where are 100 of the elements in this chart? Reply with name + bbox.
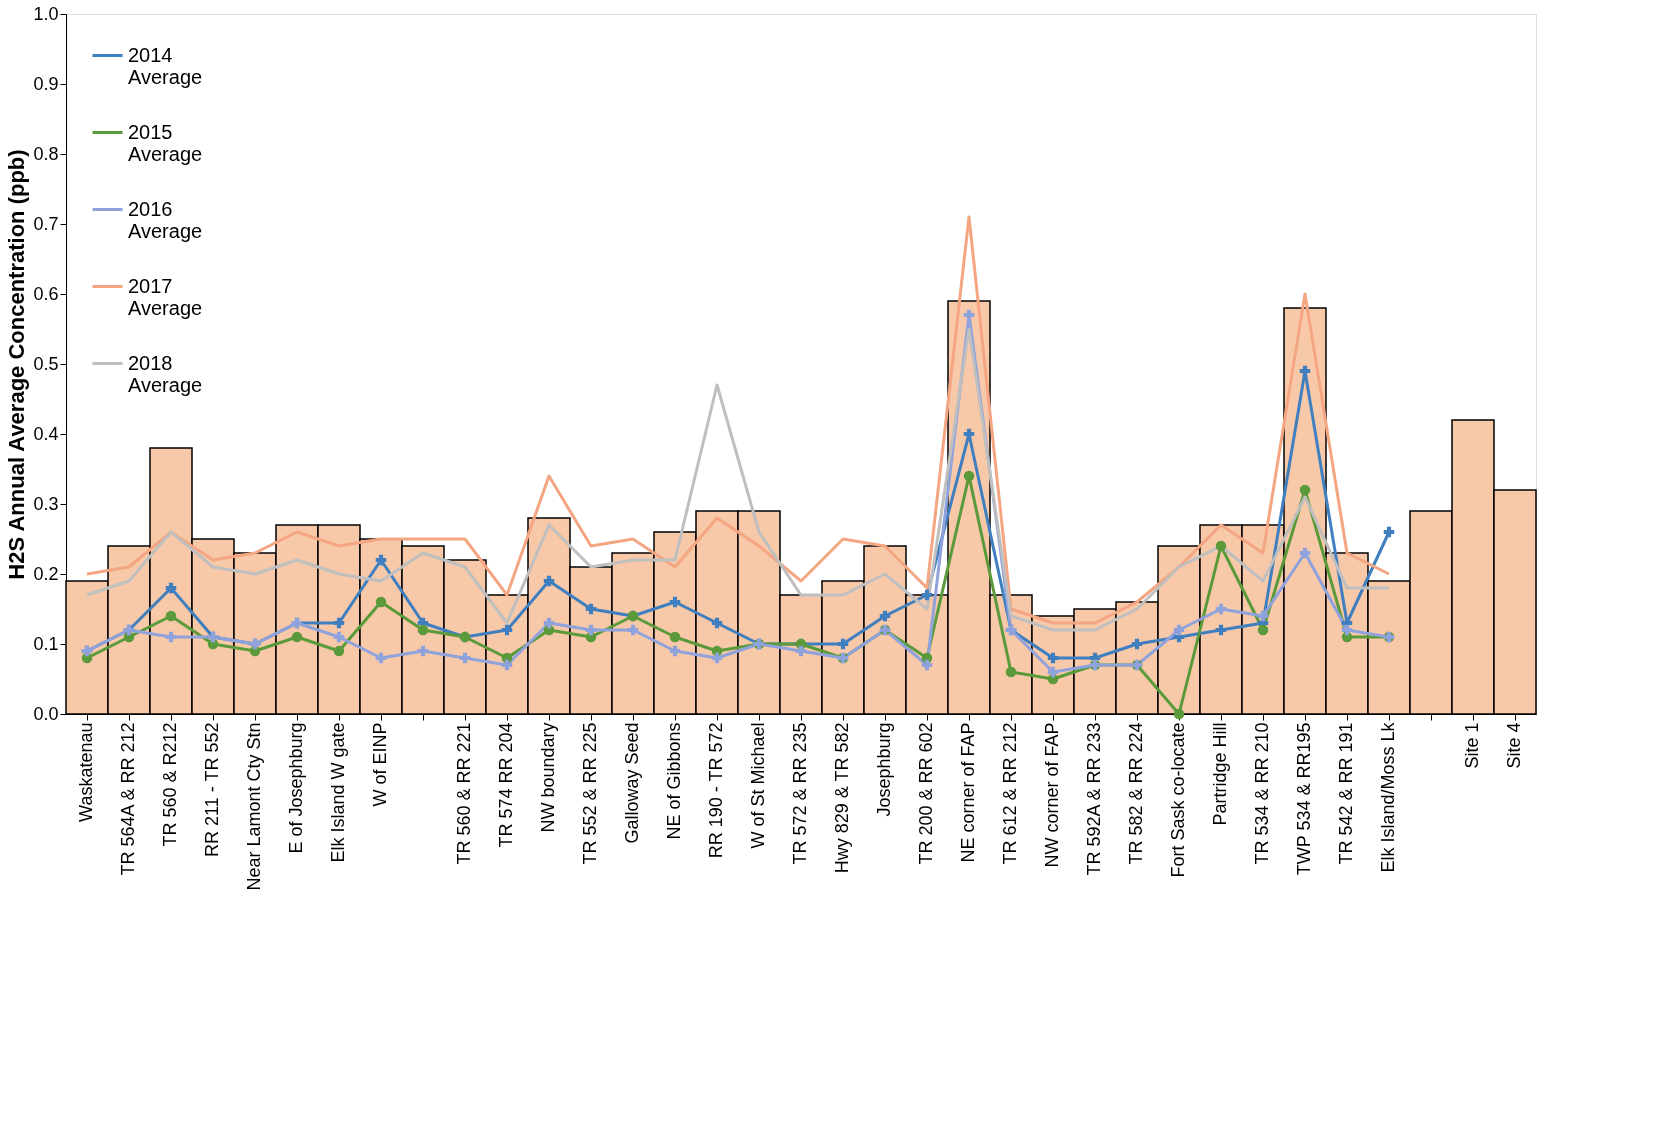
point (165, 610, 177, 622)
point (375, 596, 387, 608)
x-tick-label: TWP 534 & RR195 (1294, 722, 1314, 876)
point (1005, 666, 1017, 678)
x-tick-label: TR 612 & RR 212 (1000, 722, 1020, 865)
point (417, 645, 429, 657)
point (417, 624, 429, 636)
x-tick-label: TR 592A & RR 233 (1084, 722, 1104, 876)
point (1131, 638, 1143, 650)
point (837, 638, 849, 650)
x-tick-label: Hwy 829 & TR 582 (832, 722, 852, 874)
legend-label: 2017 Average (128, 274, 203, 319)
point (963, 470, 975, 482)
point (543, 575, 555, 587)
point (1257, 610, 1269, 622)
point (375, 652, 387, 664)
point (1257, 624, 1269, 636)
point (1383, 526, 1395, 538)
point (711, 617, 723, 629)
x-tick-label: TR 560 & R212 (160, 722, 180, 847)
point (501, 624, 513, 636)
point (963, 309, 975, 321)
y-tick-label: 0.2 (33, 563, 59, 584)
point (291, 631, 303, 643)
y-tick-label: 0.4 (33, 423, 59, 444)
point (963, 428, 975, 440)
point (879, 610, 891, 622)
x-tick-label: TR 200 & RR 602 (916, 722, 936, 865)
legend-label: 2014 Average (128, 43, 203, 88)
x-tick-label: NW boundary (538, 722, 558, 833)
x-tick-label: Site 4 (1504, 722, 1524, 769)
x-tick-label: Josephburg (874, 722, 894, 817)
x-tick-label: Partridge Hill (1210, 722, 1230, 826)
x-tick-label: TR 564A & RR 212 (118, 722, 138, 876)
line-series (85, 215, 1391, 625)
point (1299, 365, 1311, 377)
point (165, 631, 177, 643)
y-tick-label: 1.0 (33, 3, 59, 24)
point (585, 624, 597, 636)
x-tick-label: TR 582 & RR 224 (1126, 722, 1146, 865)
point (1173, 708, 1185, 720)
x-tick-label: TR 572 & RR 235 (790, 722, 810, 865)
point (669, 645, 681, 657)
point (627, 624, 639, 636)
y-tick-label: 0.6 (33, 283, 59, 304)
legend-label: 2016 Average (128, 197, 203, 242)
x-tick-label: NE of Gibbons (664, 722, 684, 840)
y-tick-label: 0.3 (33, 493, 59, 514)
point (669, 596, 681, 608)
point (333, 617, 345, 629)
point (585, 603, 597, 615)
point (333, 645, 345, 657)
y-tick-label: 0.7 (33, 213, 59, 234)
point (711, 652, 723, 664)
x-tick-label: NW corner of FAP (1042, 722, 1062, 868)
point (501, 659, 513, 671)
point (1047, 666, 1059, 678)
x-tick-label: TR 542 & RR 191 (1336, 722, 1356, 865)
y-axis-title: H2S Annual Average Concentration (ppb) (4, 149, 30, 580)
y-tick-label: 0.9 (33, 73, 59, 94)
point (1299, 484, 1311, 496)
x-tick-label: Waskatenau (76, 722, 96, 822)
x-tick-label: Site 1 (1462, 722, 1482, 769)
point (795, 645, 807, 657)
y-tick-label: 0.5 (33, 353, 59, 374)
x-tick-label: Galloway Seed (622, 722, 642, 844)
x-tick-label: RR 211 - TR 552 (202, 722, 222, 857)
x-tick-label: W of St Michael (748, 722, 768, 849)
point (333, 631, 345, 643)
x-tick-label: RR 190 - TR 572 (706, 722, 726, 859)
point (375, 554, 387, 566)
x-tick-label: W of EINP (370, 722, 390, 807)
point (1299, 547, 1311, 559)
point (1215, 603, 1227, 615)
point (165, 582, 177, 594)
x-tick-label: Near Lamont Cty Stn (244, 722, 264, 891)
x-tick-label: TR 574 RR 204 (496, 722, 516, 848)
x-tick-label: Fort Sask co-locate (1168, 722, 1188, 878)
point (1215, 624, 1227, 636)
point (1341, 624, 1353, 636)
y-tick-label: 0.1 (33, 633, 59, 654)
x-tick-label: TR 534 & RR 210 (1252, 722, 1272, 865)
x-tick-label: Elk Island W gate (328, 722, 348, 863)
legend-label: 2015 Average (128, 120, 203, 165)
x-tick-label: TR 552 & RR 225 (580, 722, 600, 865)
x-tick-label: TR 560 & RR 221 (454, 722, 474, 865)
y-tick-label: 0.8 (33, 143, 59, 164)
point (1215, 540, 1227, 552)
point (921, 589, 933, 601)
legend-label: 2018 Average (128, 351, 203, 396)
x-tick-label: NE corner of FAP (958, 722, 978, 863)
point (459, 652, 471, 664)
point (1173, 624, 1185, 636)
point (921, 659, 933, 671)
x-tick-label: Elk Island/Moss Lk (1378, 721, 1398, 873)
point (669, 631, 681, 643)
point (543, 617, 555, 629)
point (1047, 652, 1059, 664)
y-tick-label: 0.0 (33, 703, 59, 724)
x-tick-label: E of Josephburg (286, 722, 306, 854)
